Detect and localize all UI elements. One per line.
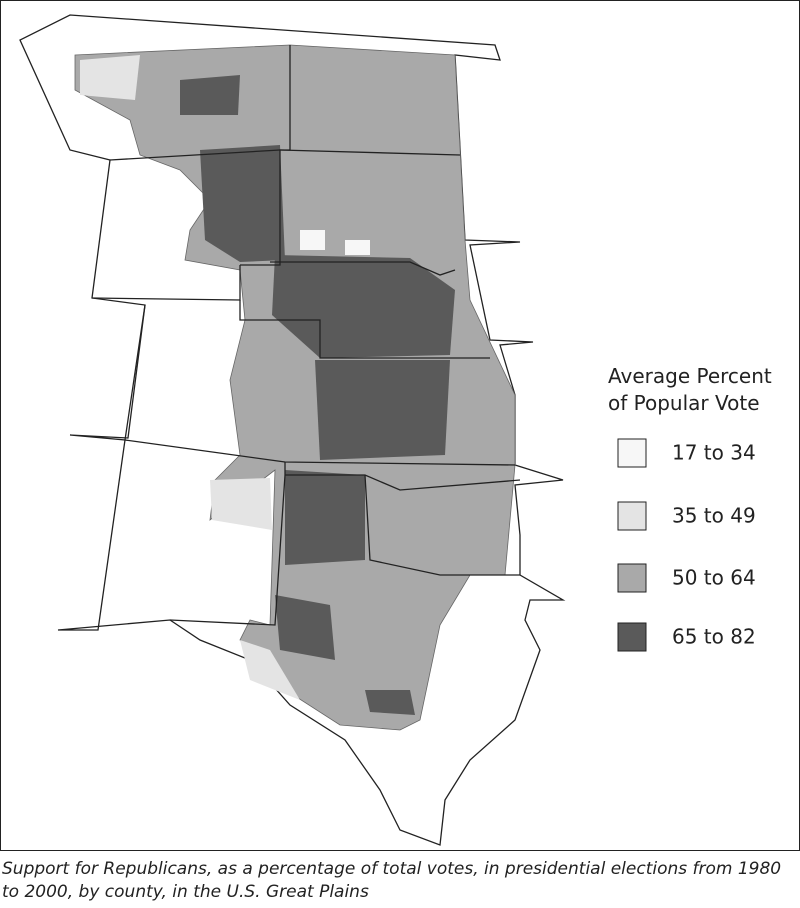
county-region [315,360,450,460]
county-region [345,240,370,255]
county-region [300,230,325,250]
legend-swatch [617,438,647,468]
county-region [80,55,140,100]
legend: Average Percent of Popular Vote 17 to 34… [608,364,772,652]
legend-label: 65 to 82 [672,625,756,649]
legend-label: 35 to 49 [672,504,756,528]
county-region [285,470,365,565]
counties [74,44,516,731]
county-region [210,478,272,530]
county-region [240,640,300,700]
legend-title: Average Percent [608,364,772,388]
county-region [180,75,240,115]
legend-swatch [617,622,647,652]
county-region [365,690,415,715]
state-lines [91,45,521,626]
county-region [200,145,285,262]
legend-label: 50 to 64 [672,566,756,590]
legend-label: 17 to 34 [672,441,756,465]
legend-swatch [617,501,647,531]
caption: Support for Republicans, as a percentage… [2,859,782,902]
county-region [275,595,335,660]
legend-swatch [617,563,647,593]
county-region [272,255,455,358]
map: Average Percent of Popular Vote 17 to 34… [0,0,800,851]
legend-title: of Popular Vote [608,391,760,415]
